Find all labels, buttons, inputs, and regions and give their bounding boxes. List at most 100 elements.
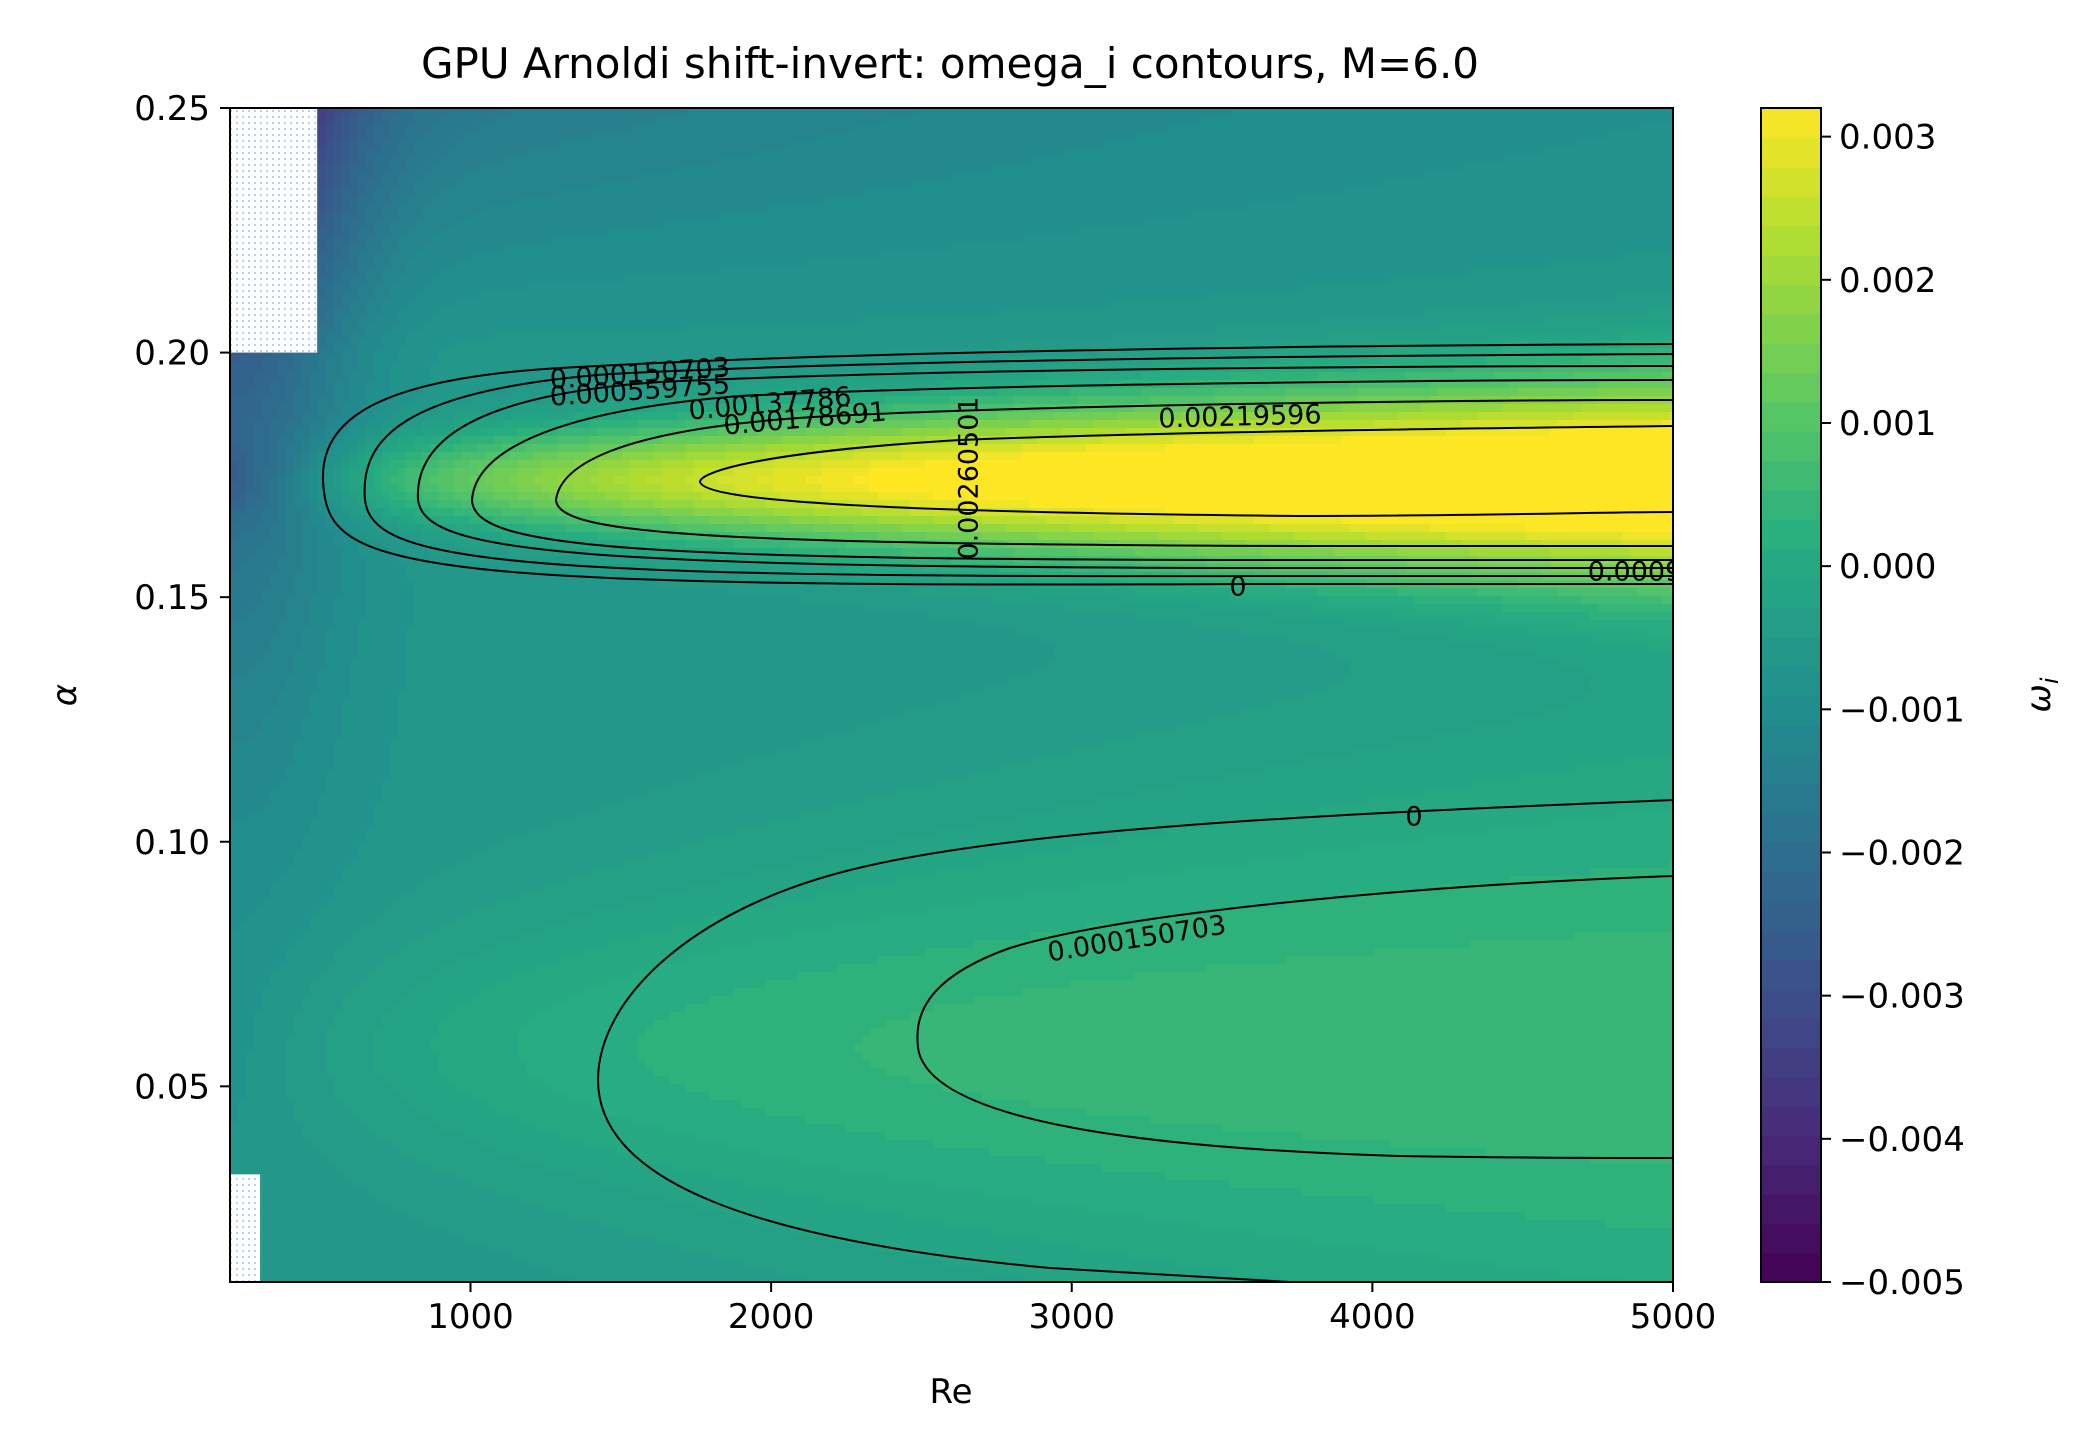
heat-cell (262, 956, 271, 965)
heat-cell (438, 844, 447, 853)
heat-cell (422, 1132, 431, 1141)
heat-cell (366, 988, 375, 997)
heat-cell (246, 756, 255, 765)
heat-cell (350, 1148, 359, 1157)
heat-cell (406, 268, 415, 277)
heat-cell (366, 1212, 375, 1221)
heat-cell (422, 188, 431, 197)
heat-cell (406, 1020, 415, 1029)
heat-cell (246, 652, 255, 661)
heat-cell (342, 732, 351, 741)
heat-cell (286, 1020, 295, 1029)
heat-cell (358, 548, 367, 557)
heat-cell (270, 716, 279, 725)
heat-cell (454, 1252, 463, 1261)
heat-cell (374, 244, 383, 253)
heat-cell (430, 316, 439, 325)
heat-cell (254, 756, 263, 765)
heat-cell (374, 132, 383, 141)
heat-cell (462, 812, 471, 821)
heat-cell (270, 436, 279, 445)
heat-cell (414, 1036, 423, 1045)
heat-cell (238, 860, 247, 869)
heat-cell (310, 1132, 319, 1141)
heat-cell (342, 988, 351, 997)
heat-cell (438, 388, 447, 397)
heat-cell (278, 612, 287, 621)
heat-cell (246, 964, 255, 973)
heat-cell (270, 940, 279, 949)
heat-cell (462, 700, 471, 709)
heat-cell (422, 1228, 431, 1237)
heat-cell (270, 492, 279, 501)
heat-cell (446, 716, 455, 725)
heat-cell (398, 780, 407, 789)
heat-cell (350, 1252, 359, 1261)
heat-cell (342, 956, 351, 965)
heat-cell (342, 1268, 351, 1277)
heat-cell (358, 156, 367, 165)
heat-cell (294, 884, 303, 893)
heat-cell (382, 388, 391, 397)
heat-cell (318, 1044, 327, 1053)
heat-cell (366, 180, 375, 189)
heat-cell (438, 164, 447, 173)
heat-cell (430, 764, 439, 773)
heat-cell (326, 628, 335, 637)
heat-cell (326, 812, 335, 821)
heat-cell (350, 956, 359, 965)
heat-cell (422, 676, 431, 685)
heat-cell (326, 1044, 335, 1053)
heat-cell (246, 868, 255, 877)
heat-cell (310, 508, 319, 517)
heat-cell (454, 756, 463, 765)
heat-cell (358, 1068, 367, 1077)
heat-cell (462, 580, 471, 589)
heat-cell (358, 1212, 367, 1221)
heat-cell (422, 444, 431, 453)
heat-cell (438, 268, 447, 277)
heat-cell (430, 780, 439, 789)
heat-cell (326, 588, 335, 597)
heat-cell (374, 772, 383, 781)
heat-cell (254, 1076, 263, 1085)
heat-cell (374, 916, 383, 925)
heat-cell (414, 732, 423, 741)
heat-cell (414, 1076, 423, 1085)
heat-cell (422, 236, 431, 245)
heat-cell (374, 412, 383, 421)
heat-cell (310, 708, 319, 717)
heat-cell (302, 1084, 311, 1093)
heat-cell (230, 356, 239, 365)
heat-cell (350, 636, 359, 645)
heat-cell (238, 772, 247, 781)
heat-cell (342, 1156, 351, 1165)
heat-cell (446, 756, 455, 765)
heat-cell (358, 620, 367, 629)
heat-cell (238, 660, 247, 669)
heat-cell (390, 604, 399, 613)
heat-cell (398, 988, 407, 997)
heat-cell (462, 572, 471, 581)
heat-cell (270, 756, 279, 765)
heat-cell (326, 1092, 335, 1101)
heat-cell (398, 860, 407, 869)
heat-cell (270, 620, 279, 629)
heat-cell (430, 916, 439, 925)
heat-cell (438, 476, 447, 485)
heat-cell (382, 636, 391, 645)
heat-cell (446, 988, 455, 997)
heat-cell (366, 852, 375, 861)
heat-cell (382, 1124, 391, 1133)
heat-cell (294, 756, 303, 765)
heat-cell (294, 1236, 303, 1245)
heat-cell (278, 732, 287, 741)
heat-cell (430, 156, 439, 165)
heat-cell (230, 868, 239, 877)
heat-cell (286, 892, 295, 901)
heat-cell (414, 284, 423, 293)
heat-cell (454, 892, 463, 901)
heat-cell (326, 460, 335, 469)
heat-cell (262, 604, 271, 613)
heat-cell (310, 444, 319, 453)
